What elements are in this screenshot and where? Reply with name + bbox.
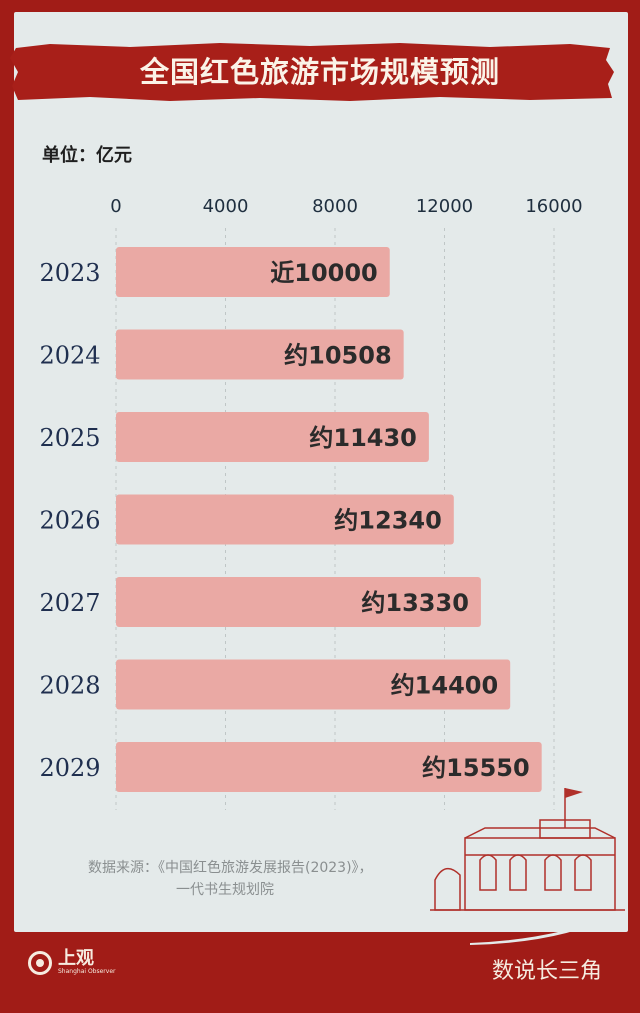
shanghai-observer-logo: 上观 Shanghai Observer — [28, 950, 115, 976]
x-tick-label: 8000 — [312, 196, 358, 217]
y-category-label: 2029 — [39, 754, 100, 782]
bar — [116, 329, 404, 380]
shanghai-observer-logo-icon — [28, 951, 52, 975]
flag-icon — [565, 788, 583, 798]
bar — [116, 659, 511, 710]
data-label: 约12340 — [334, 507, 442, 535]
chart-title: 全国红色旅游市场规模预测 — [139, 55, 500, 89]
bar-chart: 0 4000 8000 12000 16000 2023 近10000 2024 约10508 2… — [39, 196, 583, 810]
data-label: 约11430 — [309, 424, 417, 452]
bar — [116, 577, 481, 627]
source-note: 数据来源：《中国红色旅游发展报告(2023)》， 一代书生规划院 — [88, 857, 373, 901]
logo-name: 上观 — [58, 948, 94, 969]
data-label: 近10000 — [270, 259, 378, 287]
data-label: 约15550 — [422, 754, 530, 782]
data-label: 约13330 — [361, 589, 469, 617]
y-category-label: 2027 — [39, 589, 100, 617]
x-tick-label: 12000 — [416, 196, 473, 217]
bar — [116, 494, 454, 545]
historic-building-icon — [430, 788, 625, 911]
bar — [116, 247, 390, 297]
bar — [116, 742, 542, 792]
bar — [116, 412, 429, 462]
footer-brand: 数说长三角 — [491, 959, 602, 984]
unit-label: 单位：亿元 — [42, 145, 132, 166]
x-tick-label: 0 — [110, 196, 121, 217]
data-label: 约14400 — [391, 672, 499, 700]
x-tick-label: 16000 — [525, 196, 582, 217]
y-category-label: 2028 — [39, 672, 100, 700]
source-line-2: 一代书生规划院 — [176, 882, 274, 898]
source-line-1: 数据来源：《中国红色旅游发展报告(2023)》， — [88, 860, 373, 876]
decorative-swoosh — [470, 915, 615, 945]
data-label: 约10508 — [284, 342, 392, 370]
x-tick-label: 4000 — [203, 196, 249, 217]
y-category-label: 2023 — [39, 259, 100, 287]
y-category-label: 2025 — [39, 424, 100, 452]
y-category-label: 2024 — [39, 342, 100, 370]
y-category-label: 2026 — [39, 507, 100, 535]
logo-subtitle: Shanghai Observer — [58, 968, 116, 975]
title-banner — [10, 43, 614, 101]
